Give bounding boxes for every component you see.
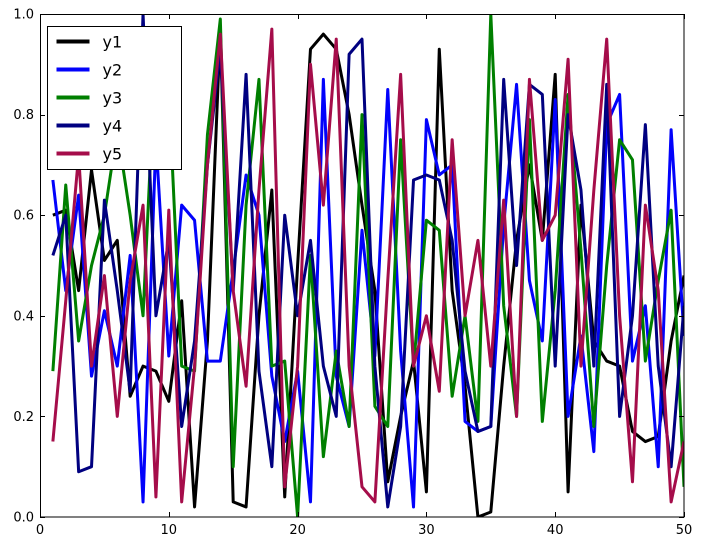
y-tick-label: 1.0 bbox=[13, 8, 34, 23]
legend-label-y1: y1 bbox=[103, 33, 123, 52]
x-tick-label: 40 bbox=[547, 523, 564, 538]
x-tick-label: 30 bbox=[418, 523, 435, 538]
legend-label-y3: y3 bbox=[103, 89, 123, 108]
legend-label-y4: y4 bbox=[103, 117, 123, 136]
x-tick-label: 50 bbox=[676, 523, 693, 538]
axis-ticks bbox=[40, 14, 685, 518]
x-tick-label: 10 bbox=[161, 523, 178, 538]
x-tick-label: 20 bbox=[289, 523, 306, 538]
plot-border bbox=[40, 14, 685, 518]
y-tick-label: 0.4 bbox=[13, 309, 34, 324]
x-tick-labels: 0 10 20 30 40 50 bbox=[36, 523, 692, 538]
legend: y1 y2 y3 y4 y5 bbox=[47, 26, 182, 170]
legend-label-y2: y2 bbox=[103, 61, 123, 80]
y-tick-labels: 0.0 0.2 0.4 0.6 0.8 1.0 bbox=[13, 8, 34, 526]
y-tick-label: 0.2 bbox=[13, 410, 34, 425]
legend-label-y5: y5 bbox=[103, 145, 123, 164]
y-tick-label: 0.6 bbox=[13, 209, 34, 224]
y-tick-label: 0.8 bbox=[13, 108, 34, 123]
y-tick-label: 0.0 bbox=[13, 511, 34, 526]
series-y5-line bbox=[51, 27, 684, 504]
x-tick-label: 0 bbox=[36, 523, 44, 538]
series-y4-line bbox=[51, 14, 684, 509]
